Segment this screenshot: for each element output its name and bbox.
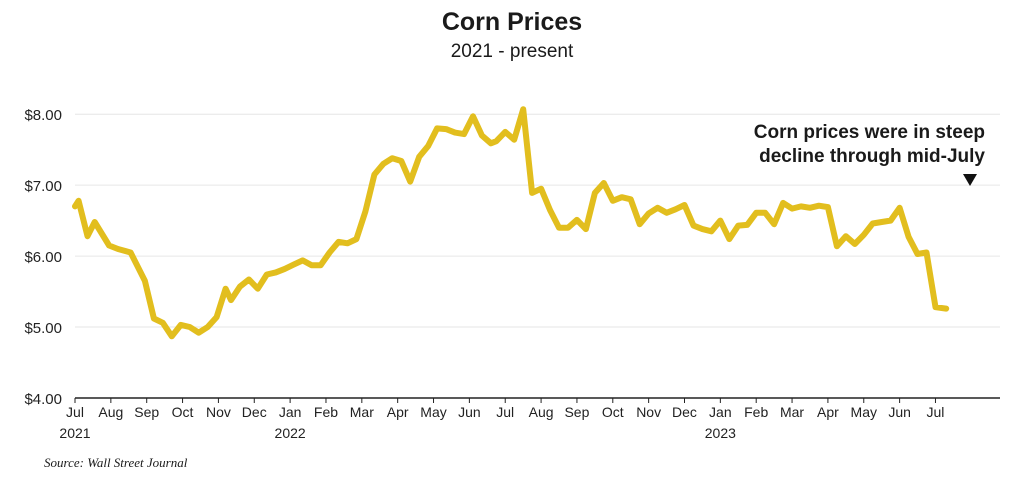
x-tick-label: Oct <box>172 404 194 420</box>
x-tick-label: Apr <box>387 404 409 420</box>
x-tick-year-label: 2022 <box>275 425 306 441</box>
x-tick-label: Aug <box>98 404 123 420</box>
x-tick-label: Aug <box>529 404 554 420</box>
x-tick-label: Jul <box>66 404 84 420</box>
x-tick-label: May <box>420 404 446 420</box>
y-tick-label: $8.00 <box>24 107 62 124</box>
x-tick-label: Sep <box>564 404 589 420</box>
x-tick-label: Sep <box>134 404 159 420</box>
x-tick-label: Jun <box>458 404 481 420</box>
x-tick-label: Nov <box>206 404 231 420</box>
x-tick-label: Dec <box>242 404 267 420</box>
x-tick-label: Apr <box>817 404 839 420</box>
chart-title: Corn Prices <box>441 8 583 36</box>
x-tick-label: Dec <box>672 404 697 420</box>
x-tick-label: Nov <box>636 404 661 420</box>
gridlines <box>75 113 1000 328</box>
annotation-line-2: decline through mid-July <box>759 146 985 167</box>
x-tick-label: Mar <box>350 404 374 420</box>
down-triangle-icon <box>963 174 977 186</box>
chart-subtitle: 2021 - present <box>450 41 574 62</box>
x-tick-year-label: 2021 <box>59 425 90 441</box>
annotation: Corn prices were in steep decline throug… <box>754 122 985 186</box>
axes: $4.00 $5.00 $6.00 $7.00 $8.00 Jul 2021 Aug Sep Oc… <box>24 107 1000 441</box>
x-tick-label: Jan <box>709 404 732 420</box>
x-tick-label: Feb <box>744 404 768 420</box>
x-tick-label: Oct <box>602 404 624 420</box>
x-tick-label: Mar <box>780 404 804 420</box>
y-tick-label: $4.00 <box>24 391 62 408</box>
x-tick-year-label: 2023 <box>705 425 736 441</box>
price-line <box>72 106 950 340</box>
y-tick-label: $6.00 <box>24 249 62 266</box>
annotation-line-1: Corn prices were in steep <box>754 122 985 143</box>
series-layer <box>72 106 950 340</box>
x-tick-label: Jun <box>888 404 911 420</box>
source-note: Source: Wall Street Journal <box>44 455 188 470</box>
y-tick-label: $7.00 <box>24 178 62 195</box>
y-tick-label: $5.00 <box>24 320 62 337</box>
x-tick-label: May <box>851 404 877 420</box>
x-tick-label: Jul <box>927 404 945 420</box>
x-tick-label: Jul <box>496 404 514 420</box>
x-tick-label: Jan <box>279 404 302 420</box>
x-tick-label: Feb <box>314 404 338 420</box>
